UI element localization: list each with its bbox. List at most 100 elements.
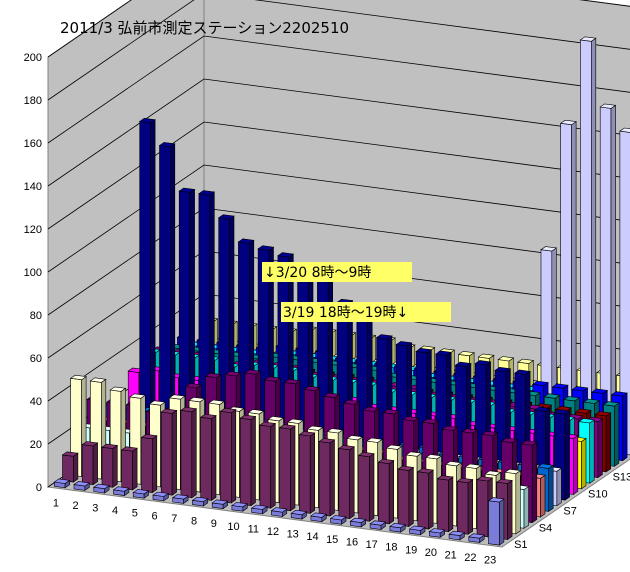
bar-top bbox=[290, 509, 308, 516]
bar-top bbox=[152, 491, 170, 497]
bar-top bbox=[244, 369, 262, 375]
bar-top bbox=[69, 374, 87, 381]
bar-top bbox=[474, 360, 492, 366]
bar-top bbox=[454, 361, 472, 367]
bar-side bbox=[290, 425, 296, 512]
bar-front bbox=[81, 444, 94, 486]
bar-top bbox=[204, 372, 222, 379]
bar-top bbox=[377, 458, 395, 465]
bar-top bbox=[140, 433, 158, 440]
bar bbox=[389, 522, 407, 533]
bar-front bbox=[417, 471, 430, 530]
y-tick-label: 200 bbox=[24, 52, 42, 64]
annotation-1: ↓3/20 8時～9時 bbox=[262, 262, 412, 282]
y-tick-label: 100 bbox=[24, 267, 42, 279]
bar-top bbox=[283, 378, 301, 385]
x-tick-label: 14 bbox=[306, 531, 318, 543]
bar bbox=[408, 525, 426, 536]
bar-top bbox=[389, 522, 407, 529]
bar-top bbox=[346, 435, 364, 441]
bar-top bbox=[112, 486, 130, 492]
bar bbox=[61, 451, 79, 483]
y-axis-ticks: 0 20 40 60 80 100 120 140 160 180 200 bbox=[24, 52, 42, 494]
annotation-2: 3/19 18時～19時↓ bbox=[281, 302, 451, 322]
bar bbox=[81, 441, 99, 486]
bar-top bbox=[337, 444, 356, 451]
bar-side bbox=[556, 467, 562, 507]
bar-top bbox=[303, 385, 321, 392]
bar-top bbox=[553, 409, 571, 415]
bar bbox=[160, 408, 178, 496]
bar bbox=[487, 497, 505, 546]
bar-side bbox=[448, 476, 454, 533]
bar-top bbox=[563, 396, 581, 402]
bar-side bbox=[614, 402, 620, 467]
bar-front bbox=[437, 478, 449, 533]
bar bbox=[467, 533, 486, 544]
bar-top bbox=[425, 454, 443, 460]
bar bbox=[298, 431, 316, 514]
x-tick-label: 3 bbox=[92, 503, 98, 515]
gridline bbox=[47, 121, 630, 230]
bar-top bbox=[408, 525, 426, 531]
bar-side bbox=[73, 452, 79, 483]
bar-top bbox=[310, 512, 328, 518]
bar-top bbox=[421, 418, 439, 424]
bar-side bbox=[581, 437, 587, 490]
bar bbox=[53, 478, 71, 489]
gridline bbox=[47, 0, 630, 58]
bar-front bbox=[476, 479, 489, 538]
bar-top bbox=[109, 386, 127, 392]
x-tick-label: 10 bbox=[227, 521, 239, 533]
bar-side bbox=[309, 432, 316, 514]
x-tick-label: 16 bbox=[346, 536, 358, 548]
y-tick-label: 140 bbox=[24, 181, 42, 193]
bar-front bbox=[239, 417, 252, 506]
bar-top bbox=[191, 496, 209, 503]
bar-top bbox=[250, 504, 268, 510]
bar-top bbox=[497, 356, 515, 362]
bar bbox=[120, 446, 138, 491]
bar-top bbox=[92, 483, 110, 490]
bar bbox=[138, 117, 156, 446]
bar-top bbox=[504, 468, 522, 475]
bar-side bbox=[150, 119, 156, 446]
bar bbox=[278, 424, 296, 512]
bar-front bbox=[200, 416, 212, 501]
gridline bbox=[47, 78, 630, 187]
y-tick-label: 120 bbox=[24, 224, 42, 236]
bar-top bbox=[224, 371, 242, 377]
bar-top bbox=[81, 441, 99, 447]
bar bbox=[337, 444, 356, 520]
chart-title: 2011/3 弘前市測定ステーション2202510 bbox=[60, 19, 349, 37]
bar-side bbox=[622, 392, 628, 462]
bar-front bbox=[180, 409, 193, 499]
bar bbox=[250, 504, 268, 515]
bar-top bbox=[199, 413, 217, 420]
y-tick-label: 80 bbox=[30, 310, 42, 322]
bar-top bbox=[551, 383, 569, 389]
bar-side bbox=[590, 37, 597, 451]
bar bbox=[310, 512, 328, 523]
depth-axis-ticks: S1S4S7S10S13S16S19 bbox=[514, 472, 630, 552]
bar-top bbox=[464, 463, 482, 469]
bar-top bbox=[610, 391, 628, 397]
depth-tick-label: S1 bbox=[514, 539, 527, 551]
x-tick-label: 17 bbox=[366, 539, 378, 551]
bar bbox=[101, 443, 119, 488]
bar-top bbox=[571, 386, 589, 392]
x-tick-label: 1 bbox=[53, 497, 59, 509]
y-tick-label: 20 bbox=[30, 439, 42, 451]
bar-front bbox=[318, 441, 331, 517]
bar-top bbox=[365, 437, 384, 443]
y-tick-label: 160 bbox=[24, 138, 42, 150]
bar bbox=[171, 494, 189, 504]
bar-side bbox=[171, 409, 177, 496]
bar-top bbox=[101, 443, 119, 449]
bar-top bbox=[619, 127, 630, 133]
bar-top bbox=[184, 383, 203, 389]
y-tick-label: 40 bbox=[30, 396, 42, 408]
bar-front bbox=[141, 437, 153, 493]
bar-top bbox=[591, 388, 609, 394]
bar-front bbox=[299, 434, 311, 514]
